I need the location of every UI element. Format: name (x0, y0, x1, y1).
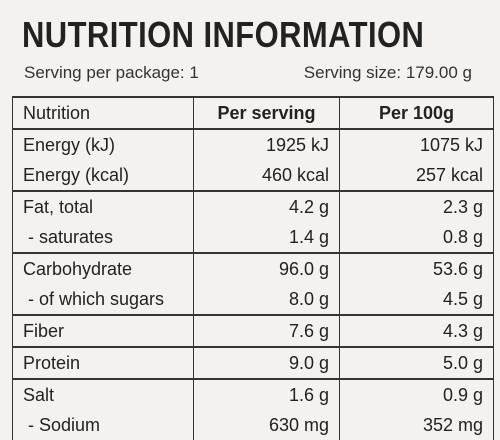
serving-size: Serving size: 179.00 g (303, 63, 472, 82)
nutrient-row: Energy (kJ) 1925 kJ 1075 kJ (12, 129, 494, 160)
nutrient-name: - Sodium (12, 410, 194, 440)
nutrient-row: Salt 1.6 g 0.9 g (12, 378, 494, 410)
nutrient-value: 460 kcal (193, 160, 340, 191)
nutrient-value: 0.9 g (339, 378, 494, 410)
title: NUTRITION INFORMATION (22, 14, 425, 55)
nutrient-value: 8.0 g (193, 284, 340, 315)
nutrient-row: Carbohydrate 96.0 g 53.6 g (12, 252, 494, 284)
nutrient-value: 9.0 g (193, 346, 340, 379)
nutrient-name: Carbohydrate (12, 252, 194, 284)
nutrient-value: 2.3 g (339, 190, 494, 222)
nutrient-value: 630 mg (193, 410, 340, 440)
nutrient-row: Protein 9.0 g 5.0 g (12, 346, 494, 379)
nutrient-value: 1075 kJ (339, 129, 494, 160)
nutrient-value: 4.3 g (339, 314, 494, 347)
column-header: Nutrition (12, 96, 194, 130)
nutrient-value: 1.6 g (193, 378, 340, 410)
column-header: Per serving (193, 96, 340, 130)
nutrient-name: - of which sugars (12, 284, 194, 315)
nutrient-value: 1.4 g (193, 222, 340, 253)
nutrient-value: 7.6 g (193, 314, 340, 347)
nutrition-table: Nutrition Per serving Per 100g Energy (kJ) 1… (12, 96, 494, 440)
nutrient-value: 5.0 g (339, 346, 494, 379)
nutrient-name: Energy (kJ) (12, 129, 194, 160)
nutrient-name: Protein (12, 346, 194, 379)
nutrient-row: - saturates 1.4 g 0.8 g (12, 222, 494, 253)
nutrient-name: - saturates (12, 222, 194, 253)
header-row: Nutrition Per serving Per 100g (12, 96, 494, 130)
nutrient-name: Fiber (12, 314, 194, 347)
nutrient-row: - Sodium 630 mg 352 mg (12, 410, 494, 440)
nutrient-row: - of which sugars 8.0 g 4.5 g (12, 284, 494, 315)
nutrient-value: 4.5 g (339, 284, 494, 315)
nutrient-value: 352 mg (339, 410, 494, 440)
nutrient-value: 257 kcal (339, 160, 494, 191)
nutrient-name: Salt (12, 378, 194, 410)
nutrient-row: Energy (kcal) 460 kcal 257 kcal (12, 160, 494, 191)
nutrient-value: 1925 kJ (193, 129, 340, 160)
nutrient-value: 0.8 g (339, 222, 494, 253)
nutrient-name: Fat, total (12, 190, 194, 222)
column-header: Per 100g (339, 96, 494, 130)
servings-per-package: Serving per package: 1 (24, 63, 199, 82)
nutrient-value: 4.2 g (193, 190, 340, 222)
nutrient-row: Fiber 7.6 g 4.3 g (12, 314, 494, 347)
nutrient-value: 53.6 g (339, 252, 494, 284)
nutrient-value: 96.0 g (193, 252, 340, 284)
nutrient-name: Energy (kcal) (12, 160, 194, 191)
nutrient-row: Fat, total 4.2 g 2.3 g (12, 190, 494, 222)
